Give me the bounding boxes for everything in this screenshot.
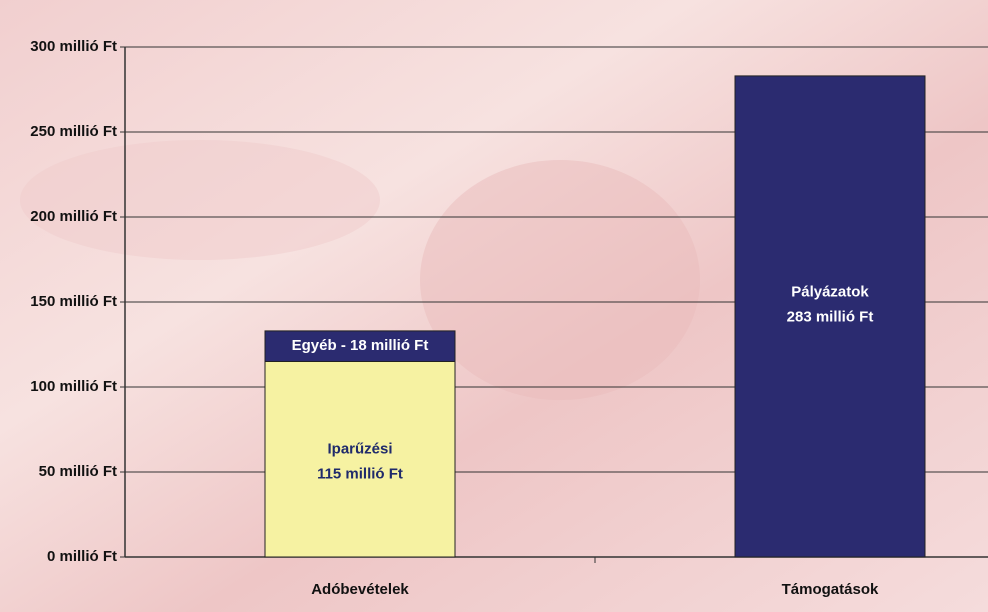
page: 0 millió Ft 50 millió Ft 100 millió Ft 150 … [0,0,988,612]
x-tick-label: Támogatások [782,581,879,598]
y-tick-label: 250 millió Ft [30,123,117,140]
chart: 0 millió Ft 50 millió Ft 100 millió Ft 150 … [0,0,988,612]
y-tick-label: 0 millió Ft [47,548,117,565]
x-tick-label: Adóbevételek [311,581,409,598]
background-decoration [20,140,380,260]
y-tick-label: 300 millió Ft [30,38,117,55]
bar-segment [265,362,455,558]
y-tick-label: 200 millió Ft [30,208,117,225]
bar-label: Pályázatok [791,283,869,300]
background-decoration [420,160,700,400]
data-label: 115 millió Ft [317,465,403,482]
data-label: 283 millió Ft [787,308,874,325]
bar-label: Iparűzési [327,440,392,457]
y-tick-label: 100 millió Ft [30,378,117,395]
y-tick-label: 50 millió Ft [39,463,117,480]
y-tick-label: 150 millió Ft [30,293,117,310]
data-label: Egyéb - 18 millió Ft [292,337,429,354]
